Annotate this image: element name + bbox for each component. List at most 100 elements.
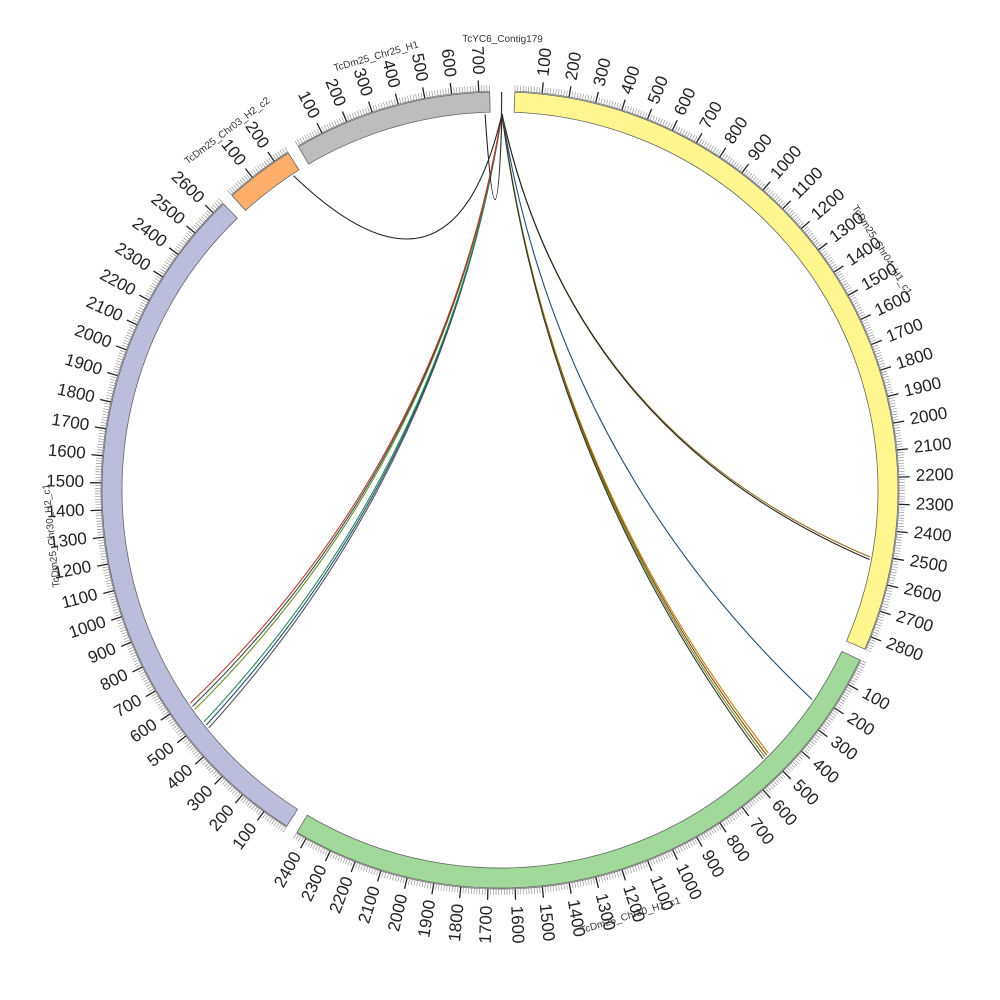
segment-band-tcdm25-chr30-h2-c1 [101, 203, 299, 827]
tick-label-tcdm25-chr30-h2-c1-2100: 2100 [83, 292, 125, 325]
tick-label-tcdm25-chr30-h2-c1-800: 800 [97, 665, 131, 695]
major-tick-tcdm25-chr30-h2-c1-2000 [115, 345, 127, 351]
tick-label-tcdm25-chr30-h2-c1-900: 900 [85, 639, 118, 667]
tick-label-tcdm25-chr30-h2-c1-2200: 2200 [97, 265, 139, 300]
tick-label-tcdm25-chr30-h2-c1-1700: 1700 [50, 410, 90, 435]
major-tick-tcdm25-chr25-h1-300 [367, 101, 373, 113]
major-tick-tcdm25-chr30-h1-c1-2100 [376, 870, 382, 882]
link-15 [484, 113, 503, 201]
major-tick-tcdm25-chr30-h2-c1-1200 [97, 563, 109, 567]
major-tick-tcdm25-chr30-h2-c1-1900 [107, 371, 118, 377]
major-tick-tcdm25-chr04-h1-c1-2800 [870, 636, 882, 642]
major-tick-tcdm25-chr30-h2-c1-400 [194, 756, 204, 765]
major-tick-tcdm25-chr30-h2-c1-100 [256, 811, 265, 821]
tick-label-tcdm25-chr30-h1-c1-2000: 2000 [384, 892, 411, 933]
link-14 [293, 113, 503, 240]
tick-label-tcdm25-chr04-h1-c1-600: 600 [670, 85, 699, 119]
segment-name-tcdm25-chr25-h1: TcDm25_Chr25_H1 [332, 39, 420, 74]
tick-label-tcdm25-chr30-h1-c1-500: 500 [789, 776, 823, 809]
major-tick-tcdm25-chr30-h2-c1-200 [234, 794, 243, 804]
tick-label-tcdm25-chr30-h1-c1-800: 800 [722, 831, 753, 865]
tick-label-tcdm25-chr04-h1-c1-400: 400 [617, 64, 644, 97]
major-tick-tcdm25-chr03-h2-c2-200 [267, 151, 275, 162]
tick-label-tcdm25-chr25-h1-700: 700 [468, 46, 488, 75]
tick-label-tcdm25-chr30-h2-c1-2300: 2300 [112, 239, 154, 275]
links-layer [189, 113, 871, 759]
major-tick-tcdm25-chr04-h1-c1-1200 [800, 220, 811, 230]
major-tick-tcdm25-chr30-h2-c1-2100 [126, 319, 138, 326]
tick-label-tcdm25-chr04-h1-c1-1900: 1900 [902, 373, 943, 400]
major-tick-tcdm25-chr30-h1-c1-2300 [324, 850, 331, 862]
major-tick-tcdm25-chr04-h1-c1-2500 [892, 557, 905, 561]
tick-label-tcdm25-chr25-h1-100: 100 [294, 88, 324, 122]
major-tick-tcdm25-chr04-h1-c1-1500 [847, 289, 859, 296]
major-tick-tcdm25-chr30-h1-c1-300 [818, 729, 828, 738]
major-tick-tcdm25-chr04-h1-c1-400 [621, 99, 626, 111]
tick-label-tcdm25-chr30-h2-c1-700: 700 [111, 690, 145, 721]
tick-label-tcdm25-chr04-h1-c1-900: 900 [744, 130, 776, 164]
major-tick-tcdm25-chr30-h2-c1-2500 [186, 225, 196, 234]
ticks-layer: 100 200 300 400 5006007008009001000110012001… [46, 46, 954, 944]
link-4 [501, 113, 769, 754]
tick-label-tcdm25-chr30-h1-c1-2300: 2300 [297, 862, 330, 904]
major-tick-tcdm25-chr04-h1-c1-600 [671, 119, 678, 131]
segment-bands-layer [101, 91, 899, 889]
tick-label-tcdm25-chr30-h2-c1-1100: 1100 [59, 585, 99, 613]
major-tick-tcdm25-chr30-h2-c1-1700 [94, 426, 106, 430]
major-tick-tcdm25-chr30-h1-c1-1000 [672, 849, 678, 860]
major-tick-tcdm25-chr04-h1-c1-2600 [887, 584, 899, 589]
tick-label-tcdm25-chr30-h1-c1-1900: 1900 [414, 898, 439, 938]
tick-label-tcdm25-chr30-h1-c1-900: 900 [698, 847, 729, 881]
tick-label-tcdm25-chr25-h1-200: 200 [321, 76, 349, 109]
major-tick-tcdm25-chr30-h1-c1-700 [741, 806, 750, 817]
link-5 [501, 113, 768, 756]
major-tick-tcdm25-chr04-h1-c1-2000 [893, 420, 905, 424]
tick-label-tcdm25-chr30-h2-c1-1300: 1300 [48, 529, 88, 552]
major-tick-tcdm25-chr30-h1-c1-200 [833, 707, 844, 715]
major-tick-tcdm25-chr25-h1-700 [477, 80, 480, 92]
tick-label-tcdm25-chr04-h1-c1-2200: 2200 [915, 465, 953, 485]
major-tick-tcdm25-chr30-h1-c1-400 [801, 750, 811, 760]
major-tick-tcdm25-chr25-h1-100 [316, 122, 323, 134]
major-tick-tcdm25-chr04-h1-c1-2700 [879, 610, 891, 616]
tick-label-tcdm25-chr30-h2-c1-2400: 2400 [129, 213, 171, 251]
major-tick-tcdm25-chr04-h1-c1-1900 [887, 393, 899, 397]
major-tick-tcdm25-chr04-h1-c1-2100 [896, 448, 908, 451]
tick-label-tcdm25-chr30-h2-c1-100: 100 [228, 819, 260, 853]
tick-label-tcdm25-chr04-h1-c1-500: 500 [644, 73, 672, 106]
tick-label-tcdm25-chr04-h1-c1-1800: 1800 [894, 344, 936, 373]
tick-label-tcdm25-chr30-h2-c1-1500: 1500 [46, 471, 84, 491]
major-tick-tcdm25-chr25-h1-400 [394, 93, 399, 105]
link-8 [208, 113, 503, 729]
tick-label-tcdm25-chr30-h1-c1-100: 100 [859, 684, 893, 714]
tick-label-tcdm25-chr30-h2-c1-1400: 1400 [46, 500, 85, 521]
major-tick-tcdm25-chr25-h1-200 [341, 111, 348, 122]
tick-label-tcdm25-chr30-h2-c1-1000: 1000 [66, 612, 108, 642]
tick-label-tcdm25-chr30-h2-c1-300: 300 [183, 781, 216, 815]
link-2 [501, 113, 870, 561]
major-tick-tcdm25-chr04-h1-c1-500 [646, 108, 653, 120]
link-6 [501, 113, 766, 758]
tick-label-tcdm25-chr30-h1-c1-600: 600 [768, 796, 801, 830]
segment-band-tcdm25-chr04-h1-c1 [513, 91, 899, 650]
tick-label-tcdm25-chr30-h2-c1-1800: 1800 [55, 380, 96, 407]
major-tick-tcdm25-chr03-h2-c2-100 [244, 168, 253, 178]
major-tick-tcdm25-chr30-h2-c1-900 [120, 641, 132, 648]
segment-band-tcdm25-chr03-h2-c2 [231, 152, 300, 211]
major-tick-tcdm25-chr30-h2-c1-2200 [138, 294, 150, 301]
segment-band-tcdm25-chr25-h1 [297, 91, 491, 165]
major-tick-tcdm25-chr04-h1-c1-700 [695, 132, 703, 144]
tick-baseline-tcdm25-chr25-h1 [297, 90, 490, 147]
major-tick-tcdm25-chr25-h1-600 [449, 82, 453, 95]
major-tick-tcdm25-chr04-h1-c1-800 [719, 147, 727, 158]
tick-label-tcdm25-chr04-h1-c1-2400: 2400 [913, 523, 953, 546]
tick-label-tcdm25-chr04-h1-c1-2800: 2800 [884, 633, 926, 665]
tick-label-tcdm25-chr04-h1-c1-2300: 2300 [915, 494, 953, 514]
major-tick-tcdm25-chr30-h2-c1-700 [145, 690, 156, 698]
major-tick-tcdm25-chr04-h1-c1-300 [595, 91, 599, 103]
tick-label-tcdm25-chr30-h1-c1-400: 400 [809, 755, 843, 788]
major-tick-tcdm25-chr30-h1-c1-1300 [595, 877, 600, 889]
tick-label-tcdm25-chr30-h1-c1-1700: 1700 [476, 905, 496, 943]
major-tick-tcdm25-chr30-h2-c1-1400 [90, 509, 102, 512]
major-tick-tcdm25-chr30-h1-c1-1100 [647, 860, 653, 872]
